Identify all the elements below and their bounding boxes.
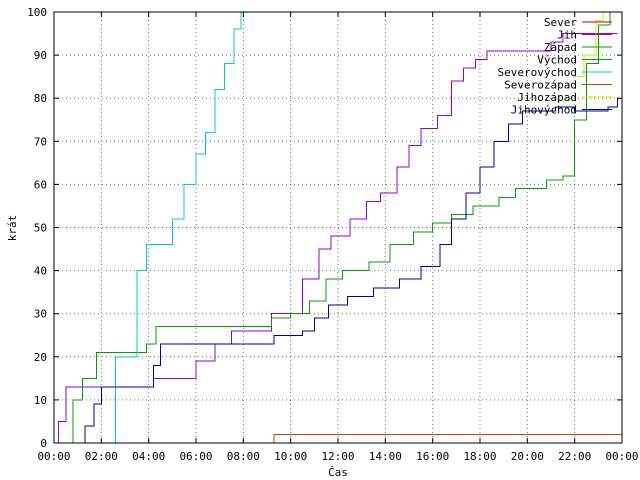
series-line-1	[54, 33, 618, 444]
x-tick-label: 16:00	[416, 450, 449, 463]
y-tick-label: 70	[34, 135, 47, 148]
y-tick-label: 0	[40, 437, 47, 450]
legend-label: Západ	[544, 41, 577, 54]
y-tick-label: 10	[34, 394, 47, 407]
x-tick-label: 22:00	[558, 450, 591, 463]
y-tick-label: 100	[27, 6, 47, 19]
legend-label: Jih	[557, 29, 577, 42]
legend-label: Jihovýchod	[511, 104, 577, 117]
legend-label: Sever	[544, 16, 577, 29]
x-tick-label: 02:00	[85, 450, 118, 463]
x-tick-label: 12:00	[321, 450, 354, 463]
series-line-4	[101, 12, 242, 444]
x-tick-label: 04:00	[132, 450, 165, 463]
x-tick-label: 14:00	[369, 450, 402, 463]
y-tick-label: 30	[34, 308, 47, 321]
grid	[54, 12, 622, 443]
x-tick-label: 00:00	[605, 450, 638, 463]
series-line-2	[65, 12, 611, 444]
y-tick-label: 60	[34, 178, 47, 191]
x-axis-label: Čas	[328, 466, 348, 479]
legend-label: Jihozápad	[517, 91, 577, 104]
series-line-7	[75, 98, 618, 444]
y-axis-label: krát	[6, 215, 19, 242]
y-tick-label: 40	[34, 265, 47, 278]
legend: SeverJihZápadVýchodSeverovýchodSeverozáp…	[498, 16, 612, 117]
x-tick-label: 00:00	[37, 450, 70, 463]
series-line-6	[574, 12, 604, 78]
legend-label: Severovýchod	[498, 66, 577, 79]
x-tick-label: 06:00	[179, 450, 212, 463]
y-tick-label: 80	[34, 92, 47, 105]
x-tick-label: 10:00	[274, 450, 307, 463]
x-tick-label: 18:00	[463, 450, 496, 463]
x-tick-label: 08:00	[227, 450, 260, 463]
y-tick-label: 20	[34, 351, 47, 364]
legend-label: Severozápad	[504, 79, 577, 92]
y-tick-label: 90	[34, 49, 47, 62]
y-tick-label: 50	[34, 222, 47, 235]
legend-label: Východ	[537, 54, 577, 67]
x-tick-label: 20:00	[511, 450, 544, 463]
x-axis-ticks: 00:00 02:00 04:00 06:00 08:00 10:00 12:00 14:00…	[37, 12, 639, 463]
y-axis-ticks: 0 10 20 30 40 50 60 70 80 90 100	[27, 6, 622, 450]
